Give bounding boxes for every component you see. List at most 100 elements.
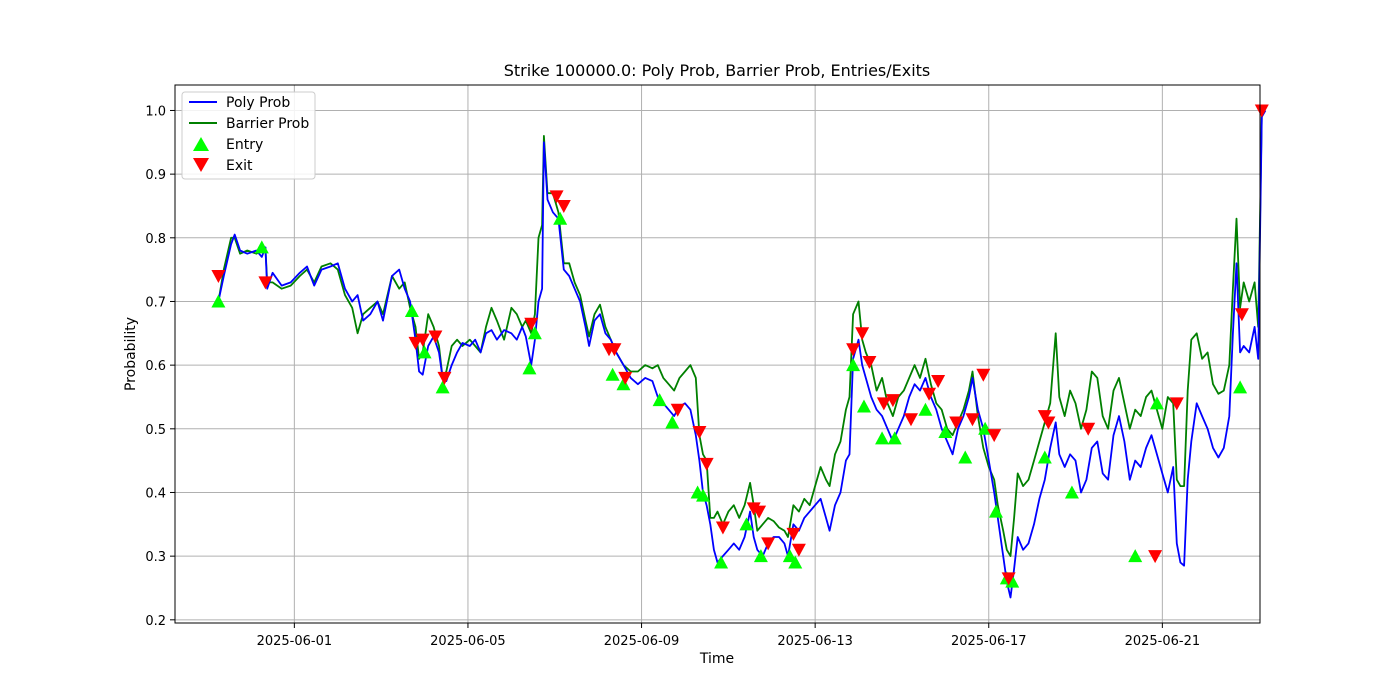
entry-marker [753,549,768,563]
y-tick-label: 0.9 [145,168,166,183]
entry-marker [887,431,902,445]
exit-marker [761,537,776,551]
x-tick-label: 2025-06-09 [604,634,680,649]
exit-marker [931,375,946,389]
entry-marker [782,549,797,563]
entry-marker [714,555,729,569]
entry-marker [605,367,620,381]
entry-marker [1149,396,1164,410]
exit-marker [549,190,564,204]
entry-marker [1064,485,1079,499]
legend-entry-label: Entry [226,137,263,153]
exit-marker [976,368,991,382]
exit-marker [699,457,714,471]
exit-marker [949,416,964,430]
entry-marker [958,450,973,464]
y-tick-label: 0.4 [145,486,166,501]
entry-marker [665,415,680,429]
entry-exit-markers [211,104,1269,588]
x-axis-label: Time [699,651,734,667]
exit-marker [715,521,730,535]
x-tick-label: 2025-06-01 [257,634,333,649]
entry-marker [1233,380,1248,394]
exit-marker [791,543,806,557]
y-tick-label: 0.5 [145,423,166,438]
entry-marker [404,304,419,318]
exit-marker [618,371,633,385]
exit-marker [607,343,622,357]
exit-marker [408,336,423,350]
entry-marker [254,240,269,254]
x-tick-label: 2025-06-17 [951,634,1027,649]
entry-marker [553,211,568,225]
exit-marker [1001,572,1016,586]
entry-marker [696,488,711,502]
entry-marker [1128,549,1143,563]
legend-entry-swatch [193,137,209,151]
exit-marker [258,276,273,290]
x-axis-ticks: 2025-06-01 2025-06-05 2025-06-09 2025-06-13… [257,623,1201,649]
entry-marker [846,358,861,372]
exit-marker [1041,416,1056,430]
y-axis-label: Probability [123,317,139,391]
exit-marker [1169,397,1184,411]
legend-exit-label: Exit [226,158,253,174]
entry-marker [652,393,667,407]
exit-marker [987,429,1002,443]
entry-marker [788,555,803,569]
x-tick-label: 2025-06-05 [430,634,506,649]
legend: Poly Prob Barrier Prob Entry Exit [181,91,316,180]
entry-marker [417,345,432,359]
y-tick-label: 1.0 [145,104,166,119]
y-tick-label: 0.3 [145,550,166,565]
exit-marker [752,505,767,519]
exit-marker [965,413,980,427]
barrier-prob-line [217,109,1266,557]
exit-marker [1148,550,1163,564]
entry-marker [522,361,537,375]
exit-marker [437,371,452,385]
entry-marker [918,402,933,416]
exit-marker [556,199,571,213]
exit-marker [670,403,685,417]
entry-marker [938,424,953,438]
exit-marker [211,270,226,284]
entry-marker [988,504,1003,518]
grid-lines [175,85,1260,623]
legend-barrier-label: Barrier Prob [226,116,309,132]
chart-title: Strike 100000.0: Poly Prob, Barrier Prob… [504,61,931,80]
y-tick-label: 0.2 [145,614,166,629]
exit-marker [903,413,918,427]
entry-marker [875,431,890,445]
entry-marker [211,294,226,308]
exit-marker [846,343,861,357]
entry-marker [616,377,631,391]
legend-poly-label: Poly Prob [226,95,290,111]
y-tick-label: 0.8 [145,232,166,247]
exit-marker [786,527,801,541]
entry-marker [435,380,450,394]
exit-marker [1254,104,1269,118]
exit-marker [1081,422,1096,436]
x-tick-label: 2025-06-21 [1125,634,1201,649]
exit-marker [692,425,707,439]
entry-marker [739,517,754,531]
entry-marker [527,326,542,340]
exit-marker [862,355,877,369]
exit-marker [885,394,900,408]
entry-marker [1037,450,1052,464]
exit-marker [922,387,937,401]
legend-exit-swatch [193,158,209,172]
exit-marker [428,330,443,344]
x-tick-label: 2025-06-13 [777,634,853,649]
y-axis-ticks: 0.2 0.3 0.4 0.5 0.6 0.7 0.8 0.9 1.0 [145,104,175,629]
y-tick-label: 0.6 [145,359,166,374]
exit-marker [524,317,539,331]
y-tick-label: 0.7 [145,295,166,310]
entry-marker [856,399,871,413]
exit-marker [876,397,891,411]
axes-frame [174,84,1261,624]
exit-marker [855,327,870,341]
exit-marker [415,333,430,347]
